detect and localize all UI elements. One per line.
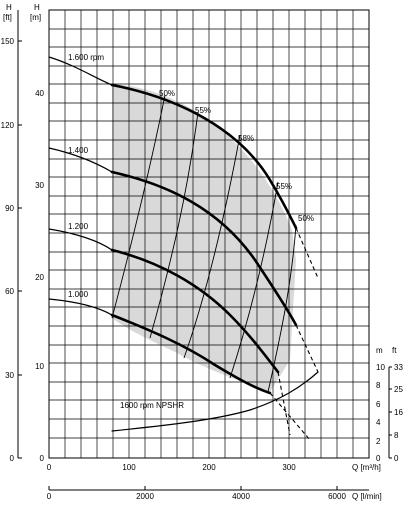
npsh-m-tick-10: 10 — [376, 363, 385, 372]
l-tick-0: 0 — [47, 492, 52, 501]
m-tick-40: 40 — [35, 89, 44, 98]
ft-tick-30: 30 — [5, 371, 14, 380]
ft-axis-ticks — [18, 40, 22, 459]
ft-tick-120: 120 — [1, 121, 15, 130]
label-1600-rpm: 1.600 rpm — [68, 53, 104, 62]
npsh-ft-tick-16: 16 — [394, 408, 403, 417]
npsh-ft-axis-title: ft — [392, 346, 397, 355]
vertical-grid — [64, 10, 354, 458]
curve-1400-thick — [110, 170, 298, 327]
npshr-curve — [111, 371, 319, 432]
operating-zone — [112, 84, 296, 392]
q-tick-0: 0 — [47, 463, 52, 472]
m-axis-title-h: H — [34, 3, 40, 12]
npsh-m-axis-title: m — [376, 346, 383, 355]
npsh-ft-tick-25: 25 — [394, 385, 403, 394]
label-1400: 1.400 — [68, 146, 89, 155]
m-tick-0: 0 — [40, 454, 45, 463]
l-tick-4000: 4000 — [232, 492, 250, 501]
label-1200: 1.200 — [68, 222, 89, 231]
lmin-axis-ticks — [48, 486, 338, 490]
q-lmin-axis-label: Q [l/min] — [352, 492, 382, 501]
curve-1600-thick — [110, 83, 298, 230]
ft-axis-title-unit: [ft] — [3, 13, 12, 22]
npsh-ft-axis-ticks — [389, 366, 392, 459]
m-tick-30: 30 — [35, 181, 44, 190]
curve-1200-thin — [48, 228, 113, 251]
npsh-ft-tick-33: 33 — [394, 363, 403, 372]
efficiency-lines — [111, 94, 297, 393]
curve-1600-thin — [48, 56, 113, 86]
npsh-m-tick-8: 8 — [376, 381, 381, 390]
q-m3h-axis-label: Q [m³/h] — [352, 463, 381, 472]
curve-1200-thick — [110, 248, 280, 374]
l-tick-6000: 6000 — [328, 492, 346, 501]
ft-tick-60: 60 — [5, 287, 14, 296]
l-tick-2000: 2000 — [136, 492, 154, 501]
m-tick-20: 20 — [35, 273, 44, 282]
m-axis-title-unit: [m] — [30, 13, 41, 22]
npsh-m-tick-4: 4 — [376, 418, 381, 427]
npsh-m-tick-2: 2 — [376, 437, 381, 446]
npsh-ft-tick-0: 0 — [394, 454, 399, 463]
eff-label-55-right: 55% — [276, 182, 292, 191]
eff-label-50-right: 50% — [298, 214, 314, 223]
q-tick-100: 100 — [122, 463, 136, 472]
m-tick-10: 10 — [35, 362, 44, 371]
curve-1000-thin — [48, 298, 113, 316]
npsh-m-tick-6: 6 — [376, 400, 381, 409]
ft-axis-title-h: H — [6, 3, 12, 12]
ft-tick-150: 150 — [1, 37, 15, 46]
dashed-extensions — [269, 227, 319, 441]
ft-tick-90: 90 — [5, 204, 14, 213]
npsh-m-tick-0: 0 — [376, 454, 381, 463]
eff-label-50-left: 50% — [159, 89, 175, 98]
q-tick-300: 300 — [282, 463, 296, 472]
curve-1000-thick — [110, 313, 272, 395]
q-tick-200: 200 — [202, 463, 216, 472]
plot-frame — [48, 9, 370, 459]
npsh-ft-tick-8: 8 — [394, 431, 399, 440]
label-npshr: 1600 rpm NPSHR — [120, 401, 184, 410]
curve-1400-thin — [48, 147, 113, 173]
eff-label-55-left: 55% — [195, 106, 211, 115]
ft-tick-0: 0 — [10, 454, 15, 463]
eff-label-58: 58% — [238, 134, 254, 143]
label-1000: 1.000 — [68, 290, 89, 299]
